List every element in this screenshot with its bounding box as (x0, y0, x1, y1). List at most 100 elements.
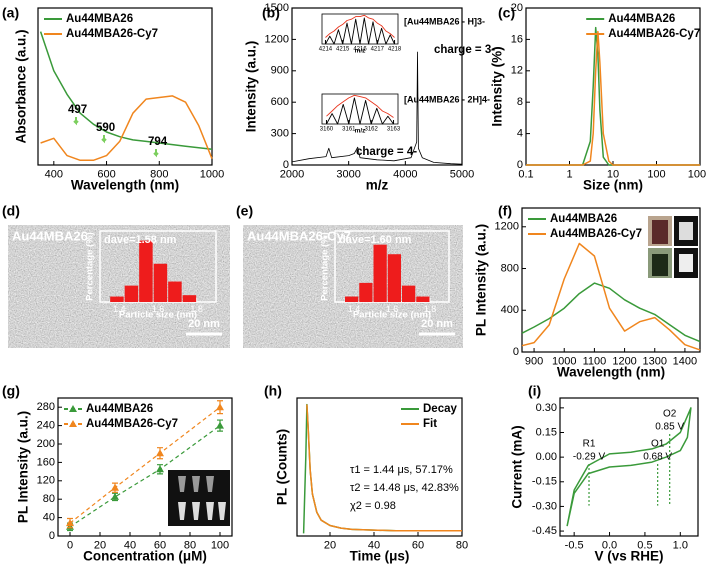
point (216, 421, 224, 429)
arrow (73, 117, 79, 126)
point (111, 483, 119, 491)
panel-label: (f) (498, 203, 512, 219)
histogram-bar (153, 263, 168, 302)
y-tick-label: 0 (283, 159, 289, 171)
x-tick-label: 40 (124, 539, 136, 551)
x-tick-label: 600 (97, 168, 115, 180)
marker-label: 0.68 V (643, 452, 672, 463)
photo (679, 254, 693, 272)
x-tick-label: 1100 (583, 355, 607, 367)
x-tick-label: 0.5 (637, 539, 652, 551)
annotation: τ1 = 1.44 μs, 57.17% (350, 464, 453, 476)
x-tick-label: 1400 (673, 355, 697, 367)
x-tick-label: 60 (154, 539, 166, 551)
tube-photo (168, 470, 230, 526)
annotation: charge = 3- (434, 44, 495, 56)
y-tick-label: 240 (37, 420, 55, 432)
x-tick-label: 0.1 (518, 168, 533, 180)
histogram-bar (373, 244, 387, 302)
histogram-bar (345, 296, 359, 302)
y-tick-label: 280 (37, 401, 55, 413)
annotation: 497 (68, 104, 87, 116)
x-tick-label: 3163 (387, 127, 401, 133)
legend-marker (69, 420, 77, 427)
plot-frame (291, 7, 463, 166)
x-tick-label: 1.6 (152, 304, 165, 314)
x-tick-label: 1.4 (348, 304, 361, 314)
x-tick-label: 1000 (200, 168, 224, 180)
x-tick-label: 4000 (393, 168, 417, 180)
series-line (526, 30, 700, 166)
y-axis-label: Absorbance (a.u.) (14, 29, 29, 143)
y-tick-label: 800 (501, 262, 519, 274)
y-tick-label: 1200 (265, 33, 289, 45)
panel-label: (i) (528, 383, 541, 399)
y-tick-label: 300 (271, 128, 289, 140)
x-axis-label: Concentration (μM) (83, 549, 207, 564)
histogram-bar (402, 285, 416, 302)
series-line (325, 17, 395, 45)
legend-label: Decay (423, 403, 457, 415)
plot-frame (559, 397, 699, 537)
annotation: 590 (96, 122, 115, 134)
x-tick-label: 20 (94, 539, 106, 551)
annotation: 794 (148, 136, 168, 148)
plot-frame (321, 93, 399, 125)
legend-label: Au44MBA26 (608, 13, 675, 25)
series-line (325, 14, 395, 38)
x-axis-label: Size (nm) (583, 178, 643, 193)
series-line (291, 51, 463, 165)
vial-photos (648, 216, 698, 278)
x-tick-label: 4217 (371, 47, 385, 53)
x-tick-label: 3162 (364, 127, 378, 133)
x-tick-label: 1000 (552, 355, 576, 367)
x-tick-label: 80 (184, 539, 196, 551)
photo (652, 220, 668, 244)
legend-label: Au44MBA26-Cy7 (608, 28, 700, 40)
tem-image (243, 225, 463, 348)
y-tick-label: 1200 (495, 221, 519, 233)
x-axis-label: m/z (366, 178, 389, 193)
x-tick-label: 60 (412, 539, 424, 551)
x-tick-label: 3160 (320, 127, 334, 133)
histogram-bar (168, 281, 182, 302)
x-tick-label: 4215 (336, 47, 350, 53)
x-tick-label: 800 (150, 168, 168, 180)
histogram-bar (110, 296, 124, 302)
y-axis-label: PL (Counts) (275, 429, 290, 505)
y-tick-label: 4 (517, 128, 523, 140)
y-tick-label: 0 (49, 530, 55, 542)
series-line (39, 31, 213, 151)
photo (178, 476, 214, 492)
series-line (521, 242, 701, 351)
series-line (40, 95, 213, 162)
panel-label: (a) (2, 5, 19, 21)
y-tick-label: 900 (271, 65, 289, 77)
y-axis-label: Intensity (a.u.) (244, 41, 259, 133)
point (216, 403, 224, 411)
plot-frame (321, 13, 399, 45)
marker-name: R1 (583, 439, 596, 450)
histogram-bar (359, 282, 373, 302)
histogram-bar (182, 295, 197, 302)
y-tick-label: 0.00 (536, 451, 557, 463)
x-tick-label: 0.0 (602, 539, 617, 551)
x-tick-label: 5000 (450, 168, 474, 180)
x-axis-label: Particle size (nm) (119, 310, 197, 321)
histogram-bar (124, 285, 139, 302)
x-tick-label: 100 (211, 539, 229, 551)
y-tick-label: 120 (37, 475, 55, 487)
histogram-bar (416, 296, 430, 302)
image-title: Au44MBA26 (12, 228, 88, 243)
y-axis-label: PL Intensity (a.u.) (16, 411, 31, 523)
y-tick-label: 400 (501, 304, 519, 316)
inset-title: [Au44MBA26 - 2H]4- (404, 94, 490, 104)
x-tick-label: 20 (324, 539, 336, 551)
x-tick-label: 1.6 (386, 304, 399, 314)
x-tick-label: 4218 (388, 47, 402, 53)
legend-label: Fit (423, 418, 437, 430)
photo (178, 502, 226, 520)
x-tick-label: 1000 (688, 168, 706, 180)
